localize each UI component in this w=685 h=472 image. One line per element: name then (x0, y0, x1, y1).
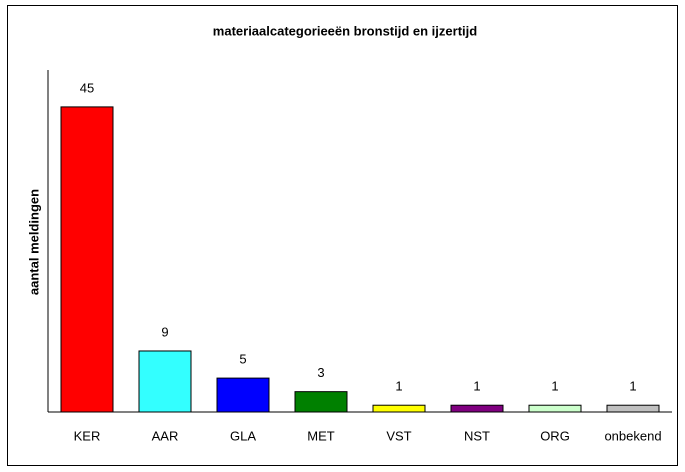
bar (138, 350, 192, 413)
data-label: 5 (239, 352, 246, 367)
x-tick-label: ORG (540, 428, 570, 443)
bar (528, 404, 582, 413)
bar (216, 377, 270, 413)
x-tick-label: VST (386, 428, 411, 443)
chart-title: materiaalcategorieeën bronstijd en ijzer… (213, 23, 477, 38)
x-tick-label: KER (74, 428, 101, 443)
data-label: 45 (80, 80, 94, 95)
x-tick-label: onbekend (604, 428, 661, 443)
chart-frame (7, 5, 678, 466)
bar (450, 404, 504, 413)
bar (294, 391, 348, 413)
data-label: 1 (551, 379, 558, 394)
bar (60, 106, 114, 413)
x-tick-label: GLA (230, 428, 256, 443)
x-tick-label: AAR (152, 428, 179, 443)
data-label: 1 (473, 379, 480, 394)
data-label: 3 (317, 365, 324, 380)
data-label: 1 (629, 379, 636, 394)
bar (606, 404, 660, 413)
x-tick-label: NST (464, 428, 490, 443)
data-label: 9 (161, 324, 168, 339)
data-label: 1 (395, 379, 402, 394)
x-tick-label: MET (307, 428, 335, 443)
bar (372, 404, 426, 413)
y-axis-label: aantal meldingen (26, 189, 41, 295)
